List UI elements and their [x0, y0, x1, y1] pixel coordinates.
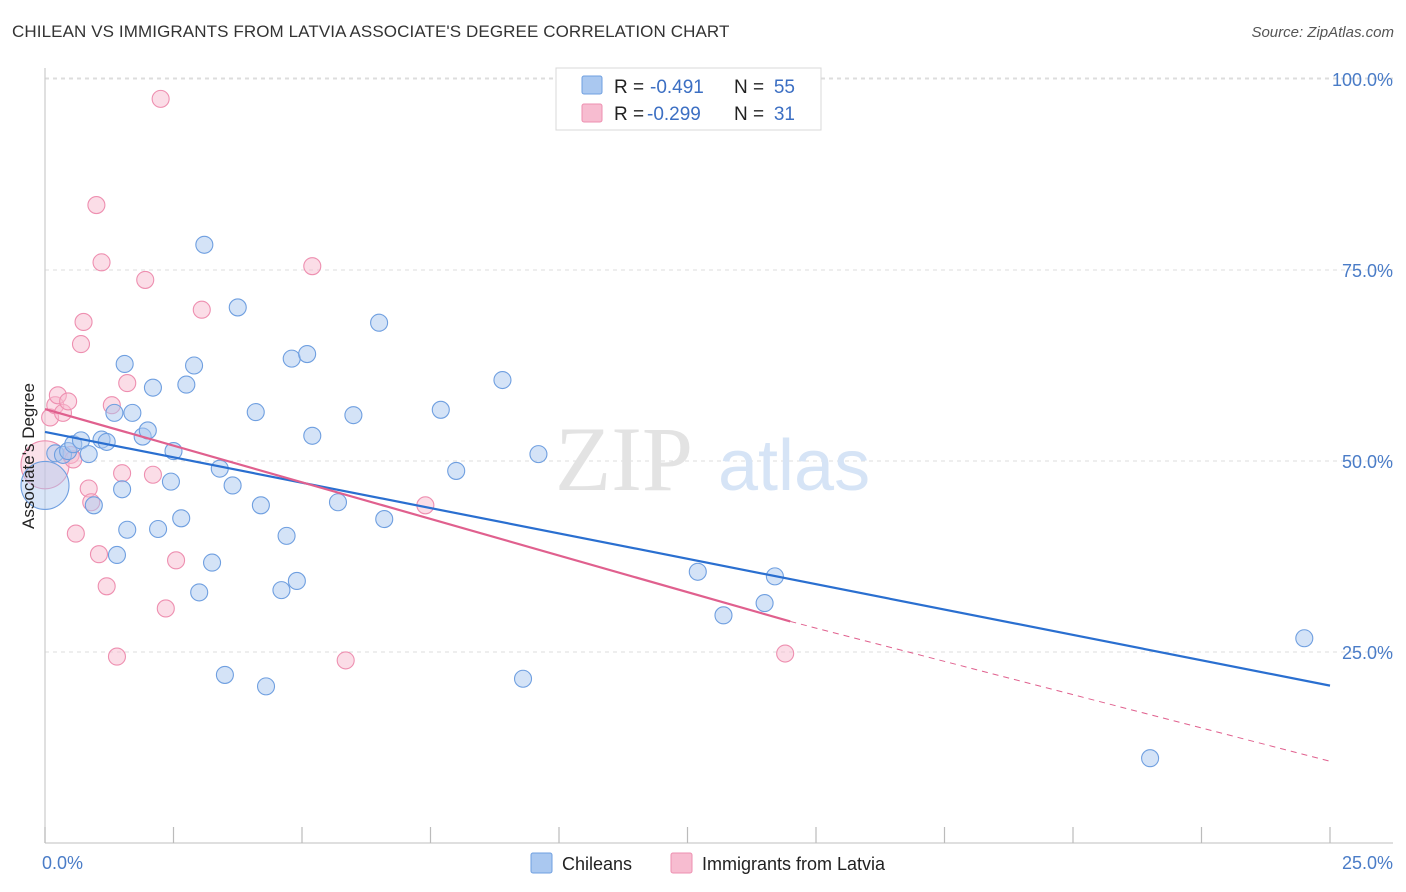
chileans-point-45: [431, 400, 450, 419]
latvia-point-22: [143, 465, 162, 484]
latvia-point-9: [71, 335, 91, 354]
latvia-point-19: [113, 464, 132, 483]
chileans-point-48: [513, 669, 533, 688]
source-label: Source: ZipAtlas.com: [1251, 24, 1394, 41]
x-tick-label-end: 25.0%: [1342, 853, 1393, 873]
stats-n-value-2: 31: [774, 104, 795, 125]
chileans-point-55: [1295, 629, 1314, 648]
latvia-point-10: [74, 312, 93, 332]
y-tick-label-50: 50.0%: [1342, 452, 1393, 472]
latvia-point-24: [156, 599, 175, 618]
chileans-point-12: [113, 480, 132, 499]
x-axis-ticks: [44, 827, 1331, 843]
stats-swatch-blue: [581, 75, 603, 95]
chileans-point-11: [107, 545, 127, 565]
chileans-point-24: [185, 356, 204, 375]
chileans-point-29: [215, 665, 234, 684]
chileans-point-14: [118, 520, 137, 539]
latvia-point-21: [136, 270, 155, 289]
chileans-point-41: [328, 493, 348, 512]
chileans-point-39: [298, 344, 317, 364]
x-tick-label-start: 0.0%: [42, 853, 83, 873]
chileans-trend-line: [44, 430, 1331, 687]
chileans-point-51: [714, 606, 733, 625]
latvia-point-27: [303, 257, 322, 276]
chileans-point-36: [277, 526, 296, 545]
stats-n-value-1: 55: [774, 77, 795, 98]
legend-label-chileans[interactable]: Chileans: [562, 854, 632, 874]
stats-r-value-1: -0.491: [650, 77, 704, 98]
y-tick-label-75: 75.0%: [1342, 261, 1393, 281]
data-points: [20, 89, 1314, 768]
latvia-point-30: [776, 644, 795, 663]
stats-n-label-1: N =: [734, 77, 764, 98]
chileans-point-46: [447, 461, 466, 480]
chileans-point-13: [115, 354, 134, 374]
chileans-point-27: [203, 553, 222, 572]
chileans-point-31: [228, 298, 247, 317]
stats-r-label-2: R =: [614, 104, 644, 125]
chart-title: CHILEAN VS IMMIGRANTS FROM LATVIA ASSOCI…: [12, 22, 730, 41]
trend-lines: [44, 407, 1331, 762]
y-tick-label-25: 25.0%: [1342, 643, 1393, 663]
latvia-point-16: [97, 577, 116, 596]
chileans-point-19: [149, 519, 168, 539]
legend: Chileans Immigrants from Latvia: [530, 852, 886, 874]
chileans-point-34: [256, 677, 276, 696]
legend-swatch-chileans[interactable]: [530, 852, 553, 874]
latvia-point-13: [87, 196, 106, 215]
chileans-point-22: [172, 509, 191, 528]
chileans-point-49: [529, 445, 548, 464]
chileans-point-20: [161, 472, 180, 491]
y-tick-label-100: 100.0%: [1332, 70, 1393, 90]
watermark-zip: ZIP: [555, 408, 693, 510]
chileans-point-33: [251, 496, 270, 515]
stats-swatch-pink: [581, 103, 603, 123]
chileans-point-47: [493, 370, 512, 390]
latvia-point-26: [192, 300, 211, 319]
chileans-point-44: [370, 313, 389, 332]
y-axis-tick-labels: 25.0% 50.0% 75.0% 100.0%: [1332, 70, 1393, 663]
latvia-point-5: [59, 392, 78, 411]
latvia-point-8: [66, 524, 85, 543]
chileans-point-32: [246, 403, 265, 422]
chileans-point-26: [195, 235, 214, 254]
latvia-point-28: [336, 651, 355, 670]
chileans-point-42: [344, 406, 363, 425]
chileans-point-15: [123, 403, 142, 422]
chileans-point-40: [303, 426, 322, 445]
stats-r-label-1: R =: [614, 77, 644, 98]
latvia-point-25: [167, 551, 186, 570]
latvia-point-20: [118, 374, 137, 393]
chileans-point-54: [1141, 749, 1160, 768]
chileans-point-18: [143, 378, 162, 397]
latvia-trend-line: [44, 407, 791, 623]
chileans-point-52: [755, 594, 774, 613]
chileans-point-6: [79, 445, 98, 464]
chileans-point-25: [190, 583, 209, 602]
watermark-atlas: atlas: [718, 426, 870, 506]
latvia-point-15: [92, 253, 111, 272]
chileans-point-50: [688, 562, 707, 581]
chileans-point-38: [287, 571, 306, 590]
legend-swatch-latvia[interactable]: [670, 852, 693, 874]
chileans-point-7: [84, 496, 103, 515]
stats-r-value-2: -0.299: [647, 104, 701, 125]
chileans-point-37: [282, 349, 301, 368]
latvia-point-14: [89, 545, 109, 564]
chileans-point-23: [177, 375, 196, 394]
chileans-point-35: [272, 581, 291, 600]
chileans-point-30: [223, 476, 242, 495]
latvia-trend-line-extension: [790, 620, 1331, 762]
legend-label-latvia[interactable]: Immigrants from Latvia: [702, 854, 886, 874]
chileans-point-43: [375, 510, 394, 529]
latvia-point-23: [151, 89, 170, 108]
latvia-point-18: [107, 647, 127, 666]
chileans-point-0: [20, 460, 70, 510]
chileans-point-10: [105, 403, 124, 422]
stats-box: R = -0.491 N = 55 R = -0.299 N = 31: [555, 67, 822, 131]
y-axis-label: Associate's Degree: [19, 383, 38, 529]
stats-n-label-2: N =: [734, 104, 764, 125]
